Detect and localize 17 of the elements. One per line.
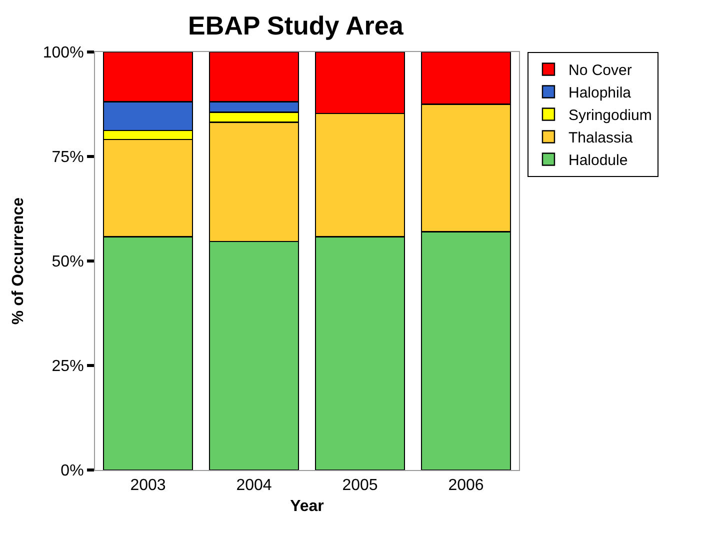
x-tick-label: 2006	[448, 477, 484, 494]
legend-label: Thalassia	[568, 130, 634, 147]
y-tick-label: 50%	[52, 254, 84, 271]
legend-label: Halodule	[568, 152, 628, 170]
legend-label: No Cover	[568, 62, 632, 80]
x-tick-label: 2004	[236, 477, 272, 494]
x-axis-title: Year	[290, 498, 324, 515]
y-tick-label: 75%	[52, 149, 84, 166]
x-tick-label: 2003	[130, 477, 166, 494]
legend-label: Syringodium	[568, 107, 652, 124]
y-tick-label: 25%	[52, 358, 84, 376]
y-tick-label: 100%	[42, 44, 84, 62]
y-tick-label: 0%	[60, 462, 84, 480]
y-axis-title: % of Occurrence	[10, 197, 27, 325]
x-tick-label: 2005	[342, 477, 378, 494]
legend-label: Halophila	[568, 84, 632, 102]
chart-title: EBAP Study Area	[188, 10, 404, 40]
